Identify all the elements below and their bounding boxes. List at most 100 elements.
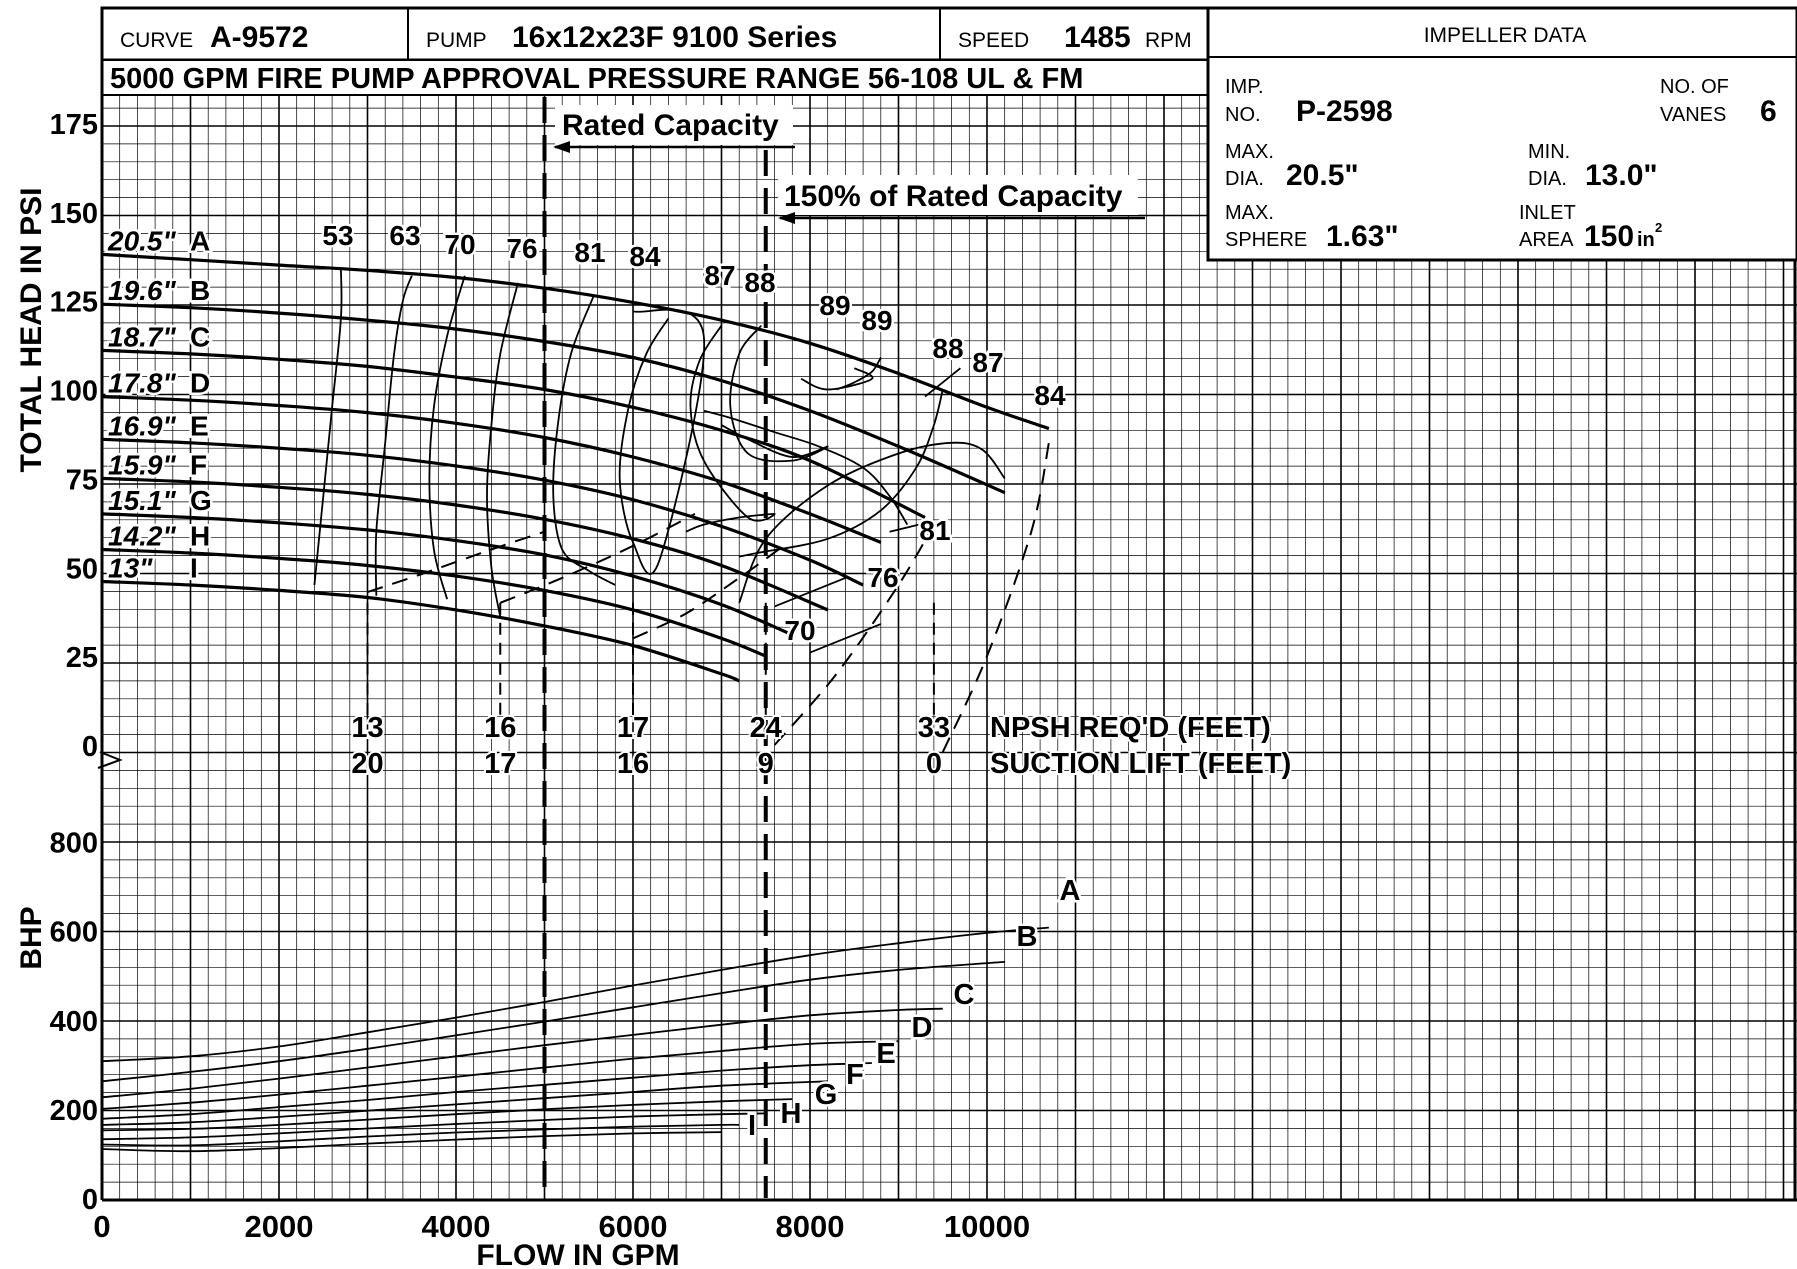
efficiency-label: 70: [444, 229, 475, 260]
npsh-value: 17: [617, 712, 649, 744]
axis-ticks: 0 2000 4000 6000 8000 10000025507510012515017…: [50, 109, 1031, 1244]
efficiency-curve: [774, 577, 846, 608]
efficiency-label: 89: [819, 290, 850, 321]
suction-lift-value: 20: [351, 748, 383, 780]
efficiency-label: 63: [389, 220, 420, 251]
bhp-curve: [101, 1062, 872, 1120]
head-curve-A: [101, 252, 1050, 431]
npsh-curve: [632, 545, 784, 640]
efficiency-curve: [889, 520, 935, 533]
head-diameter-label: 15.1": [108, 485, 176, 516]
x-tick-label: 8000: [776, 1209, 845, 1244]
imp-no-label-2: NO.: [1225, 104, 1261, 126]
head-curve-letter: E: [190, 410, 209, 441]
rated-capacity-arrowhead: [553, 141, 570, 153]
npsh-curve: [773, 524, 935, 746]
inlet-unit: in: [1637, 229, 1655, 251]
efficiency-curve: [836, 357, 882, 391]
bhp-tick-label: 800: [50, 828, 98, 860]
npsh-curves: 13 16 17 24 33 20 17 16 9 0 NPSH REQ'D (FEET) SUCTI…: [349, 442, 1293, 782]
bhp-tick-label: 200: [50, 1095, 98, 1127]
efficiency-label: 76: [506, 233, 537, 264]
pump-label: PUMP: [426, 29, 487, 52]
max-dia-value: 20.5": [1286, 159, 1359, 192]
bhp-curve-letter: B: [1017, 921, 1038, 953]
axis-break-marker: [97, 751, 123, 769]
header-bar: CURVE A-9572 PUMP 16x12x23F 9100 Series …: [110, 21, 1192, 95]
capacity-150-arrowhead: [778, 212, 795, 224]
efficiency-curve: [313, 268, 343, 586]
bhp-curve-letter: E: [876, 1038, 895, 1070]
head-curve-G: [101, 512, 793, 637]
curve-value: A-9572: [210, 21, 308, 54]
efficiency-curve: [486, 282, 519, 618]
bhp-axis-label: BHP: [15, 906, 48, 969]
inlet-label-2: AREA: [1519, 229, 1574, 251]
head-curve-letter: D: [190, 368, 210, 399]
bhp-curve: [101, 1007, 943, 1099]
head-tick-label: 25: [66, 642, 98, 674]
max-dia-label-1: MAX.: [1225, 141, 1274, 163]
head-curve-H: [101, 547, 767, 658]
head-curve-I: [101, 579, 740, 683]
efficiency-label: 84: [629, 241, 661, 272]
chart-borders: [100, 6, 1797, 1202]
efficiency-curve: [738, 441, 1006, 604]
head-diameter-label: 15.9": [108, 449, 176, 480]
bhp-curves: [101, 926, 1049, 1153]
npsh-value: 13: [351, 712, 383, 744]
efficiency-curve: [809, 623, 882, 654]
bhp-curve: [101, 1131, 722, 1153]
vanes-value: 6: [1760, 95, 1777, 128]
max-sphere-value: 1.63": [1326, 220, 1399, 253]
bhp-tick-label: 400: [50, 1006, 98, 1038]
efficiency-label: 87: [972, 347, 1003, 378]
efficiency-label: 76: [867, 562, 898, 593]
min-dia-label-1: MIN.: [1528, 141, 1570, 163]
head-curve-E: [101, 437, 864, 587]
head-curve-C: [101, 348, 926, 519]
inlet-unit-superscript: 2: [1655, 220, 1662, 235]
head-diameter-label: 18.7": [108, 321, 176, 352]
efficiency-curve: [552, 296, 616, 586]
min-dia-label-2: DIA.: [1528, 168, 1567, 190]
speed-unit: RPM: [1145, 29, 1192, 52]
pump-value: 16x12x23F 9100 Series: [512, 21, 837, 54]
chart-subtitle: 5000 GPM FIRE PUMP APPROVAL PRESSURE RAN…: [110, 63, 1083, 95]
head-curve-letter: I: [190, 552, 198, 583]
rated-capacity-label-bg: [555, 105, 793, 145]
head-tick-label: 150: [50, 198, 98, 230]
npsh-curve: [367, 530, 545, 594]
head-curve-B: [101, 302, 1006, 495]
head-diameter-label: 14.2": [108, 520, 176, 551]
max-sphere-label-2: SPHERE: [1225, 229, 1307, 251]
head-tick-label: 50: [66, 553, 98, 585]
speed-label: SPEED: [958, 29, 1029, 52]
min-dia-value: 13.0": [1585, 159, 1658, 192]
bhp-curve-letter: A: [1060, 875, 1081, 907]
bhp-tick-label: 600: [50, 917, 98, 949]
head-curve-letter: A: [190, 225, 210, 256]
imp-no-label-1: IMP.: [1225, 76, 1264, 98]
suction-lift-title: SUCTION LIFT (FEET): [990, 748, 1291, 780]
bhp-curve-letter: G: [815, 1079, 838, 1111]
head-curve-F: [101, 476, 829, 612]
bhp-curve-letter: C: [954, 979, 975, 1011]
max-dia-label-2: DIA.: [1225, 168, 1264, 190]
head-tick-label: 75: [66, 464, 98, 496]
head-tick-label: 175: [50, 109, 98, 141]
efficiency-curve: [721, 324, 829, 463]
efficiency-curve: [428, 275, 466, 600]
bhp-curve-letter: D: [912, 1012, 933, 1044]
head-curves: [101, 252, 1050, 683]
head-curve-letter: H: [190, 520, 210, 551]
npsh-curve: [941, 442, 1050, 753]
bhp-tick-label: 0: [82, 1184, 98, 1216]
head-curve-letter: F: [190, 449, 207, 480]
head-diameter-label: 17.8": [108, 368, 176, 399]
efficiency-label: 84: [1034, 380, 1066, 411]
speed-value: 1485: [1064, 21, 1131, 54]
head-tick-label: 0: [82, 731, 98, 763]
bhp-curve-letter: H: [781, 1098, 802, 1130]
efficiency-label: 81: [574, 237, 605, 268]
